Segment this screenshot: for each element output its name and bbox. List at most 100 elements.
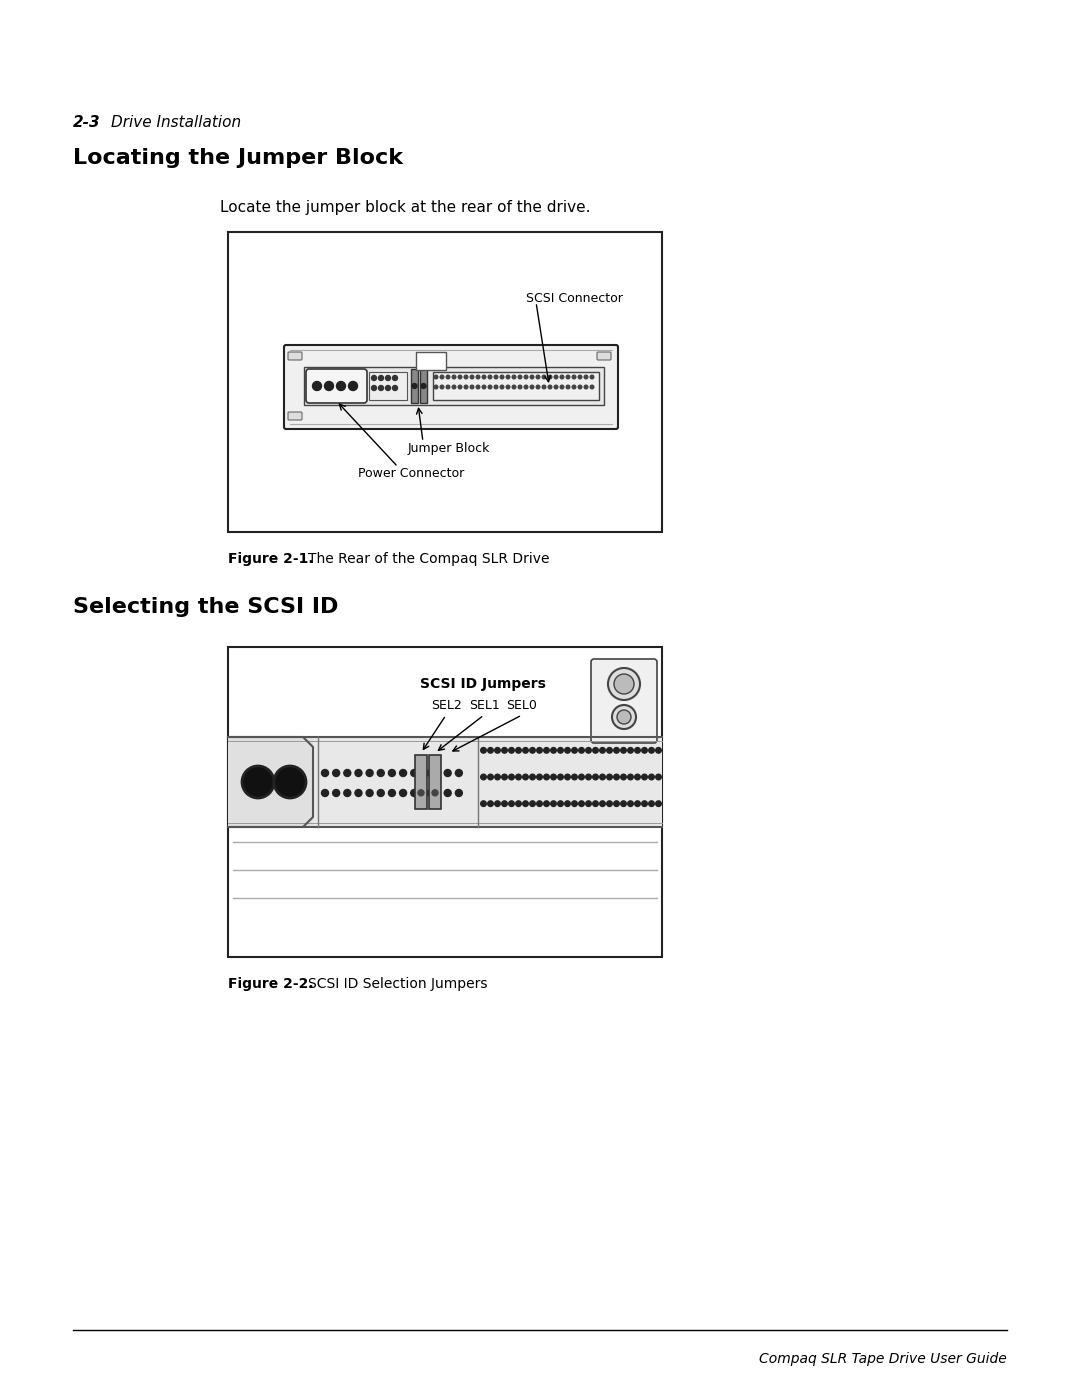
Circle shape	[377, 789, 384, 796]
Circle shape	[502, 747, 508, 753]
Circle shape	[366, 789, 373, 796]
Circle shape	[242, 766, 274, 798]
Circle shape	[579, 747, 584, 753]
Text: Selecting the SCSI ID: Selecting the SCSI ID	[73, 597, 338, 617]
Circle shape	[523, 800, 528, 806]
Circle shape	[649, 774, 654, 780]
Circle shape	[337, 381, 346, 391]
Circle shape	[578, 376, 582, 379]
Circle shape	[642, 747, 647, 753]
Circle shape	[599, 774, 605, 780]
Circle shape	[543, 800, 550, 806]
Circle shape	[392, 376, 397, 380]
Circle shape	[607, 774, 612, 780]
Circle shape	[444, 770, 451, 777]
Circle shape	[488, 774, 494, 780]
Circle shape	[593, 747, 598, 753]
Circle shape	[355, 770, 362, 777]
Circle shape	[613, 800, 619, 806]
Circle shape	[502, 774, 508, 780]
Circle shape	[621, 747, 626, 753]
Circle shape	[470, 376, 474, 379]
Circle shape	[422, 789, 429, 796]
Circle shape	[593, 800, 598, 806]
Circle shape	[378, 376, 383, 380]
Circle shape	[378, 386, 383, 391]
Circle shape	[607, 800, 612, 806]
FancyBboxPatch shape	[597, 352, 611, 360]
Circle shape	[572, 376, 576, 379]
Circle shape	[312, 381, 322, 391]
Circle shape	[482, 376, 486, 379]
Circle shape	[322, 770, 328, 777]
Circle shape	[607, 747, 612, 753]
Circle shape	[572, 386, 576, 388]
Circle shape	[627, 747, 633, 753]
Circle shape	[615, 673, 634, 694]
Circle shape	[584, 376, 588, 379]
Circle shape	[434, 386, 437, 388]
Circle shape	[507, 386, 510, 388]
Text: Figure 2-2.: Figure 2-2.	[228, 977, 313, 990]
Text: SCSI Connector: SCSI Connector	[526, 292, 623, 305]
Circle shape	[635, 747, 640, 753]
Circle shape	[434, 376, 437, 379]
Text: 2-3: 2-3	[73, 115, 100, 130]
Circle shape	[635, 774, 640, 780]
Circle shape	[322, 789, 328, 796]
Text: SEL1: SEL1	[469, 698, 499, 712]
Circle shape	[585, 774, 592, 780]
Circle shape	[516, 800, 522, 806]
Circle shape	[509, 747, 514, 753]
Text: Locating the Jumper Block: Locating the Jumper Block	[73, 148, 403, 168]
Circle shape	[557, 800, 564, 806]
Circle shape	[333, 770, 339, 777]
FancyBboxPatch shape	[306, 369, 367, 402]
Circle shape	[571, 747, 578, 753]
FancyBboxPatch shape	[288, 352, 302, 360]
Circle shape	[537, 747, 542, 753]
Circle shape	[418, 789, 424, 796]
Circle shape	[518, 376, 522, 379]
Text: Locate the jumper block at the rear of the drive.: Locate the jumper block at the rear of t…	[220, 200, 591, 215]
Circle shape	[599, 747, 605, 753]
FancyBboxPatch shape	[284, 345, 618, 429]
Circle shape	[324, 381, 334, 391]
Circle shape	[593, 774, 598, 780]
Circle shape	[516, 747, 522, 753]
Circle shape	[599, 800, 605, 806]
Bar	[415, 754, 427, 809]
Circle shape	[446, 386, 449, 388]
Circle shape	[551, 774, 556, 780]
Circle shape	[565, 800, 570, 806]
Circle shape	[536, 386, 540, 388]
FancyBboxPatch shape	[591, 659, 657, 743]
Circle shape	[386, 386, 391, 391]
Circle shape	[333, 789, 339, 796]
Circle shape	[400, 789, 406, 796]
Text: Figure 2-1.: Figure 2-1.	[228, 552, 313, 566]
Circle shape	[372, 386, 377, 391]
Circle shape	[523, 747, 528, 753]
Circle shape	[441, 386, 444, 388]
Circle shape	[488, 800, 494, 806]
Circle shape	[543, 774, 550, 780]
Circle shape	[551, 800, 556, 806]
FancyBboxPatch shape	[288, 412, 302, 420]
Circle shape	[585, 747, 592, 753]
Circle shape	[432, 789, 438, 796]
Circle shape	[613, 774, 619, 780]
Circle shape	[608, 668, 640, 700]
Circle shape	[495, 774, 500, 780]
Circle shape	[557, 747, 564, 753]
Circle shape	[481, 800, 486, 806]
Circle shape	[507, 376, 510, 379]
Circle shape	[512, 376, 516, 379]
Circle shape	[464, 386, 468, 388]
Circle shape	[458, 376, 462, 379]
Circle shape	[274, 766, 306, 798]
Bar	[420, 369, 427, 402]
Circle shape	[565, 747, 570, 753]
Circle shape	[453, 376, 456, 379]
Circle shape	[355, 789, 362, 796]
